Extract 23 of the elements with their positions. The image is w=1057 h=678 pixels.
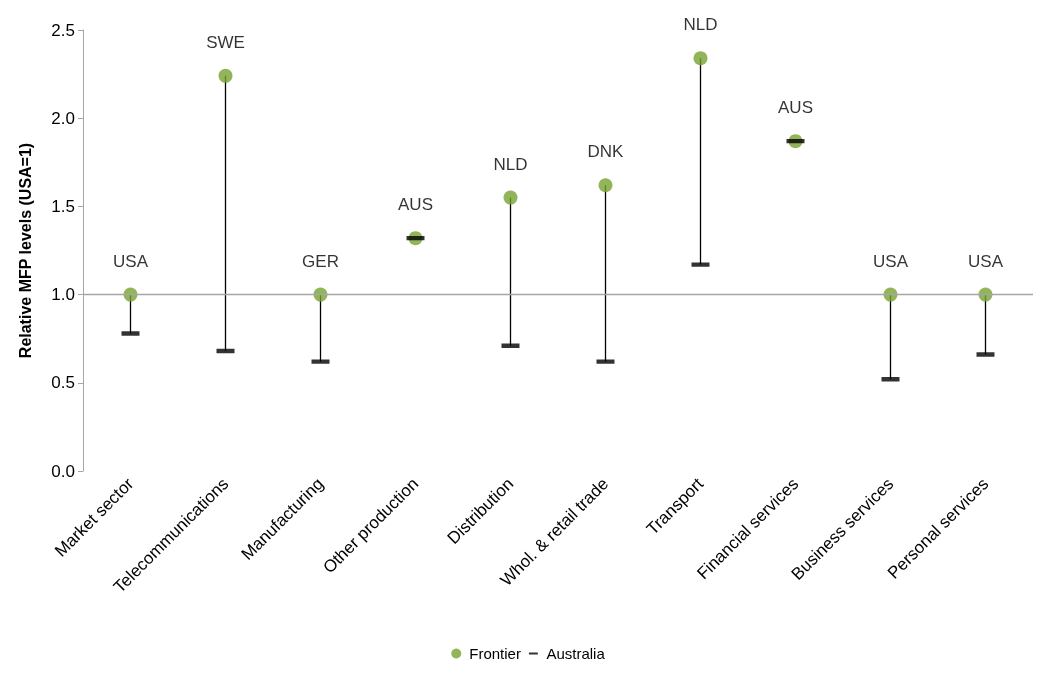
data-label: AUS xyxy=(778,98,813,118)
data-label: USA xyxy=(968,251,1004,271)
data-label: USA xyxy=(873,251,909,271)
data-label: DNK xyxy=(587,142,625,162)
point xyxy=(693,51,708,66)
y-tick-label: 1.5 xyxy=(51,196,75,216)
point xyxy=(598,178,613,193)
y-tick-label: 2.0 xyxy=(51,108,75,128)
data-label: AUS xyxy=(398,195,433,215)
y-tick-label: 2.5 xyxy=(51,20,75,40)
legend-label: Australia xyxy=(546,645,606,662)
y-axis-title: Relative MFP levels (USA=1) xyxy=(16,142,34,359)
point xyxy=(218,68,233,83)
data-label: NLD xyxy=(683,15,718,35)
y-tick-label: 1.0 xyxy=(51,285,75,305)
data-label: NLD xyxy=(493,154,528,174)
legend-label: Frontier xyxy=(469,645,521,662)
data-label: SWE xyxy=(206,32,245,52)
data-label: GER xyxy=(302,251,339,271)
y-tick-label: 0.5 xyxy=(51,373,75,393)
y-tick-label: 0.0 xyxy=(51,461,75,481)
point xyxy=(503,190,518,205)
data-label: USA xyxy=(113,251,149,271)
